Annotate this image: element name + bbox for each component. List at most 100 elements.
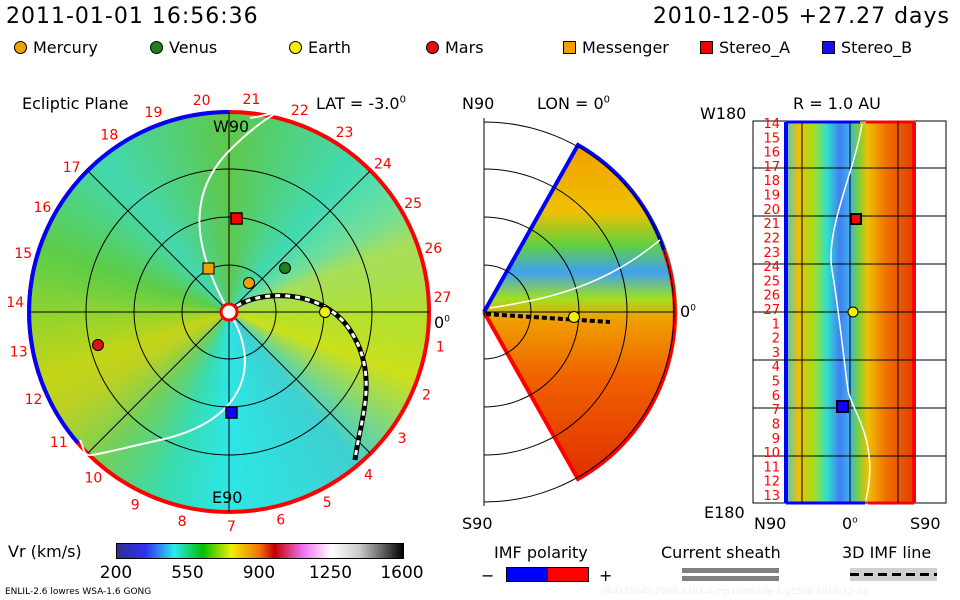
day-label: 11	[763, 460, 780, 475]
lat-sup: 0	[399, 94, 406, 106]
lat-value: LAT = -3.0	[316, 94, 400, 113]
legend-label: Earth	[308, 38, 351, 57]
lon-value: LON = 0	[537, 94, 604, 113]
day-label: 5	[323, 495, 332, 511]
day-label: 27	[763, 303, 780, 318]
ecliptic-right-label: 00	[434, 313, 450, 332]
day-label: 27	[434, 290, 452, 306]
day-label: 8	[178, 514, 187, 530]
lon-sup: 0	[603, 94, 611, 106]
ecliptic-title: Ecliptic Plane	[22, 94, 129, 113]
imf-plus: +	[599, 566, 613, 585]
legend-item: Messenger	[563, 38, 669, 57]
square-marker-icon	[700, 41, 713, 54]
day-label: 25	[404, 196, 422, 212]
imf-minus: −	[481, 566, 495, 585]
day-label: 25	[763, 274, 780, 289]
day-label: 6	[276, 513, 285, 529]
square-marker-icon	[563, 41, 576, 54]
legend-item: Stereo_A	[700, 38, 790, 57]
day-label: 9	[131, 497, 140, 513]
colorbar-tick-label: 900	[242, 563, 276, 583]
day-label: 22	[291, 103, 309, 119]
lat-label: LAT = -3.00	[316, 94, 406, 113]
legend-label: Stereo_B	[841, 38, 913, 57]
imf-polarity-title: IMF polarity	[494, 543, 588, 562]
stereo-a-marker	[230, 212, 243, 225]
day-label: 22	[763, 231, 780, 246]
legend-label: Messenger	[582, 38, 669, 57]
ecliptic-bottom-label: E90	[212, 488, 243, 507]
legend-label: Mercury	[33, 38, 98, 57]
day-label: 4	[364, 467, 373, 483]
day-label: 23	[763, 246, 780, 261]
colorbar	[116, 543, 404, 559]
legend-item: Mars	[426, 38, 484, 57]
mars-marker	[92, 339, 104, 351]
day-label: 2	[772, 332, 780, 347]
day-label: 4	[772, 360, 780, 375]
venus-marker	[279, 262, 291, 274]
day-label: 16	[34, 200, 52, 216]
colorbar-tick-label: 550	[171, 563, 204, 583]
day-label: 21	[242, 92, 260, 108]
circle-marker-icon	[426, 41, 439, 54]
day-label: 19	[763, 189, 780, 204]
lon-label: LON = 00	[537, 94, 610, 113]
current-sheath-line	[198, 110, 280, 313]
day-label: 10	[763, 446, 780, 461]
day-label: 13	[10, 345, 28, 361]
earth-marker	[568, 311, 580, 323]
sun	[219, 302, 239, 322]
meridional-plane-plot	[482, 118, 678, 506]
day-label: 8	[772, 417, 780, 432]
radial-x-right: S90	[910, 514, 941, 533]
radial-bottom-label: E180	[704, 503, 745, 522]
legend-item: Stereo_B	[822, 38, 912, 57]
day-label: 3	[398, 431, 407, 447]
legend-label: Venus	[169, 38, 218, 57]
circle-marker-icon	[150, 41, 163, 54]
legend-label: Stereo_A	[719, 38, 791, 57]
day-label: 14	[6, 295, 24, 311]
day-label: 15	[763, 131, 780, 146]
radial-surface-plot: 1415161718192021222324252627123456789101…	[752, 117, 947, 505]
day-label: 26	[763, 289, 780, 304]
stereo-b-marker	[836, 400, 849, 413]
day-label: 15	[14, 246, 32, 262]
stereo-a-marker	[850, 213, 862, 225]
day-label: 10	[84, 471, 102, 487]
square-marker-icon	[822, 41, 835, 54]
imf-line-title: 3D IMF line	[842, 543, 932, 562]
current-sheath-title: Current sheath	[661, 543, 781, 562]
day-label: 7	[772, 403, 780, 418]
current-sheath-line	[79, 311, 246, 456]
day-label: 2	[422, 387, 431, 403]
mercury-marker	[243, 277, 255, 289]
imf-polarity-swatch	[506, 567, 589, 582]
day-label: 12	[763, 475, 780, 490]
reference-time: 2010-12-05 +27.27 days	[652, 4, 950, 29]
radial-top-label: W180	[700, 104, 747, 123]
mer-zero-sup: 0	[690, 303, 696, 314]
day-label: 21	[763, 217, 780, 232]
day-label: 24	[374, 156, 392, 172]
day-label: 18	[763, 174, 780, 189]
legend-item: Earth	[289, 38, 351, 57]
colorbar-tick-label: 1250	[308, 563, 353, 583]
day-label: 13	[763, 489, 780, 504]
legend-item: Mercury	[14, 38, 98, 57]
day-label: 24	[763, 260, 780, 275]
rad-zero: 0	[842, 514, 853, 533]
day-label: 19	[145, 105, 163, 121]
colorbar-label: Vr (km/s)	[8, 542, 82, 561]
circle-marker-icon	[14, 41, 27, 54]
day-label: 7	[227, 519, 236, 535]
day-label: 9	[772, 432, 780, 447]
mer-zero: 0	[680, 302, 691, 321]
colorbar-tick-label: 200	[99, 563, 133, 583]
day-label: 5	[772, 375, 780, 390]
earth-marker	[847, 306, 859, 318]
